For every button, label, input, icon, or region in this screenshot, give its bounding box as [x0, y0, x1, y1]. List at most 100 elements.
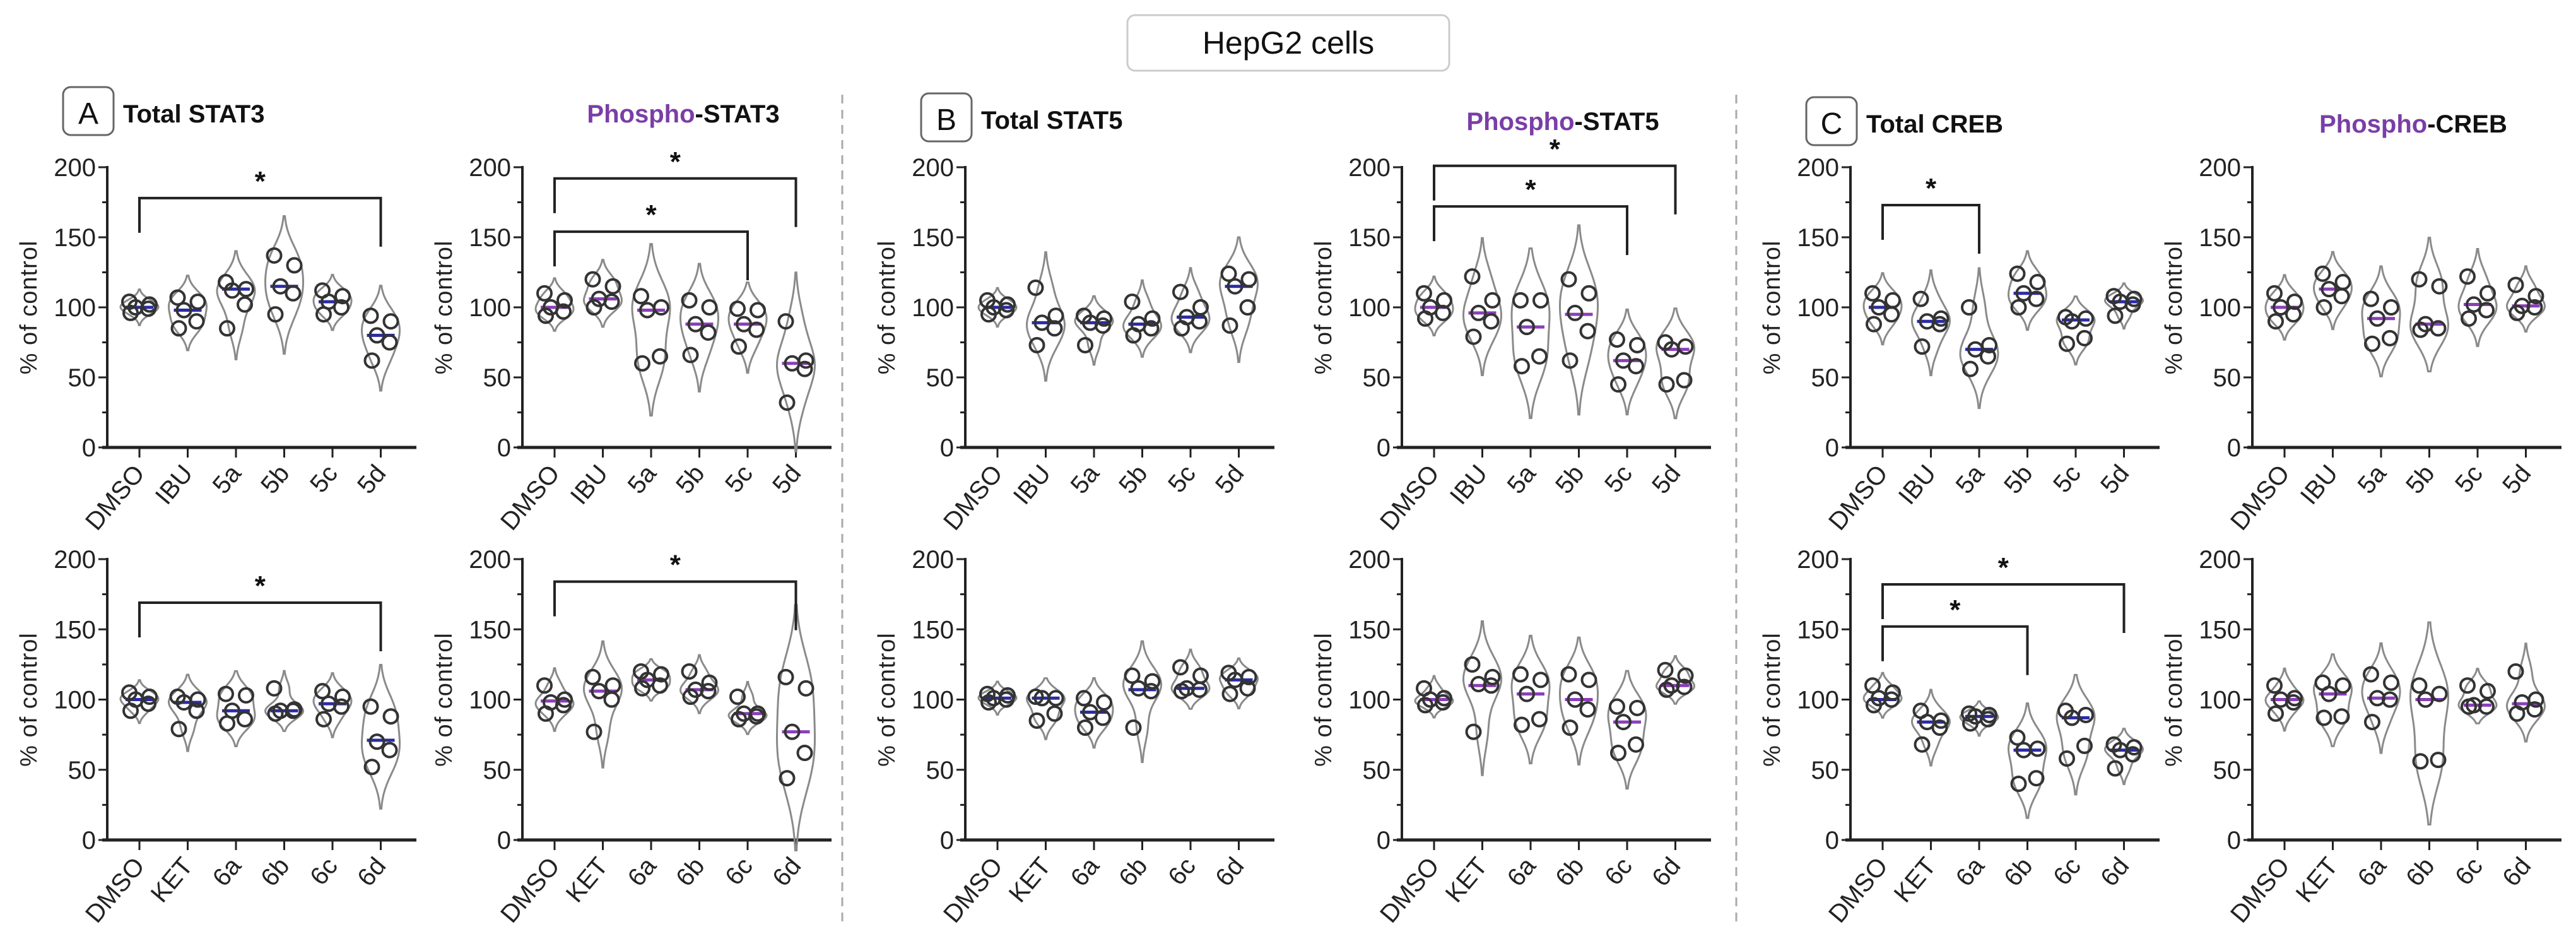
- y-tick-label: 100: [912, 294, 954, 322]
- significance-bracket: [553, 177, 797, 227]
- x-tick-label: 6b: [256, 853, 295, 892]
- data-point: [2028, 770, 2045, 787]
- violin-shape: [631, 243, 671, 417]
- panel-title-main: Total STAT3: [123, 100, 264, 128]
- x-tick-label: 6c: [1599, 853, 1638, 891]
- data-point: [1561, 352, 1579, 369]
- data-point: [362, 307, 379, 324]
- data-point: [652, 348, 668, 365]
- significance-label: *: [1550, 134, 1561, 165]
- data-point: [1866, 316, 1882, 333]
- data-point: [1885, 684, 1901, 701]
- panel-title-prefix: Phospho: [2319, 110, 2427, 138]
- data-point: [584, 271, 601, 288]
- data-point: [585, 723, 603, 740]
- x-tick-label: IBU: [1893, 460, 1942, 510]
- data-point: [556, 292, 573, 309]
- significance-bracket: [1881, 203, 1980, 254]
- x-tick-label: 5a: [623, 459, 662, 499]
- data-point: [2411, 271, 2428, 288]
- x-tick-label: DMSO: [1375, 460, 1445, 536]
- data-point: [1144, 310, 1161, 327]
- y-tick-label: 0: [82, 434, 96, 462]
- violin-shape: [1026, 677, 1066, 740]
- significance-label: *: [1525, 174, 1536, 205]
- y-tick-label: 150: [2199, 224, 2241, 252]
- x-tick-label: DMSO: [2225, 460, 2295, 536]
- x-tick-label: IBU: [2295, 460, 2344, 510]
- data-point: [1046, 705, 1063, 722]
- x-tick-label: 6c: [1163, 853, 1201, 891]
- data-point: [784, 723, 801, 740]
- y-axis-label: % of control: [1310, 240, 1337, 375]
- x-tick-label: KET: [561, 853, 614, 908]
- data-point: [1531, 711, 1548, 728]
- y-tick-label: 100: [54, 294, 96, 322]
- data-point: [188, 702, 205, 719]
- y-tick-label: 50: [1811, 364, 1840, 392]
- data-point: [2266, 677, 2283, 694]
- data-point: [382, 313, 399, 330]
- y-tick-label: 150: [469, 224, 511, 252]
- data-point: [1609, 698, 1625, 715]
- panel-title: Phospho-CREB: [2319, 110, 2507, 138]
- data-point: [1484, 668, 1501, 685]
- y-tick-label: 200: [1797, 546, 1839, 574]
- x-tick-label: 5b: [1999, 460, 2038, 499]
- significance-bracket: [553, 580, 797, 630]
- data-point: [334, 689, 351, 706]
- data-point: [1470, 676, 1487, 693]
- data-point: [999, 296, 1016, 313]
- data-point: [2107, 307, 2124, 324]
- y-tick-label: 150: [54, 616, 96, 644]
- data-point: [2369, 690, 2385, 707]
- data-point: [1422, 299, 1438, 316]
- data-point: [321, 695, 337, 712]
- data-point: [272, 278, 289, 295]
- panel-title: Phospho-STAT3: [587, 100, 779, 128]
- y-tick-label: 150: [1797, 616, 1839, 644]
- data-point: [334, 288, 351, 305]
- y-axis-label: % of control: [2161, 632, 2187, 767]
- x-tick-label: 6a: [623, 852, 662, 892]
- y-axis-label: % of control: [1759, 240, 1785, 375]
- x-tick-label: KET: [1004, 853, 1057, 908]
- data-point: [1172, 659, 1189, 676]
- violin-shape: [2056, 673, 2096, 796]
- violin-shape: [2361, 642, 2401, 754]
- y-tick-label: 100: [469, 687, 511, 714]
- x-tick-label: 6b: [1114, 853, 1153, 892]
- data-point: [1028, 336, 1045, 353]
- data-point: [1629, 699, 1645, 716]
- data-point: [1871, 299, 1887, 316]
- data-point: [1125, 719, 1142, 736]
- data-point: [1240, 271, 1257, 288]
- violin-shape: [2103, 282, 2144, 330]
- violin-panel-5: Phospho-CREB 0 50 100 150 200 % of control DMSO…: [2161, 110, 2561, 536]
- data-point: [169, 289, 186, 306]
- panel-label-box: [1805, 96, 1858, 146]
- y-tick-label: 50: [483, 364, 512, 392]
- data-point: [1657, 661, 1674, 678]
- data-point: [2417, 316, 2434, 333]
- data-point: [2363, 290, 2379, 307]
- y-tick-label: 150: [1348, 224, 1391, 252]
- y-tick-label: 150: [1797, 224, 1839, 252]
- data-point: [750, 302, 766, 319]
- data-point: [1980, 348, 1996, 365]
- data-point: [701, 299, 718, 316]
- data-point: [286, 701, 303, 718]
- violin-shape: [775, 271, 816, 452]
- y-tick-label: 150: [912, 224, 954, 252]
- data-point: [2126, 739, 2143, 756]
- data-point: [2078, 706, 2094, 723]
- significance-label: *: [670, 550, 681, 581]
- data-point: [1981, 706, 1997, 723]
- x-tick-label: 5c: [1163, 460, 1201, 499]
- y-axis-label: % of control: [1759, 632, 1785, 767]
- data-point: [2314, 265, 2331, 282]
- x-tick-label: 5b: [1114, 460, 1153, 499]
- data-point: [1961, 705, 1977, 722]
- data-point: [1077, 336, 1093, 353]
